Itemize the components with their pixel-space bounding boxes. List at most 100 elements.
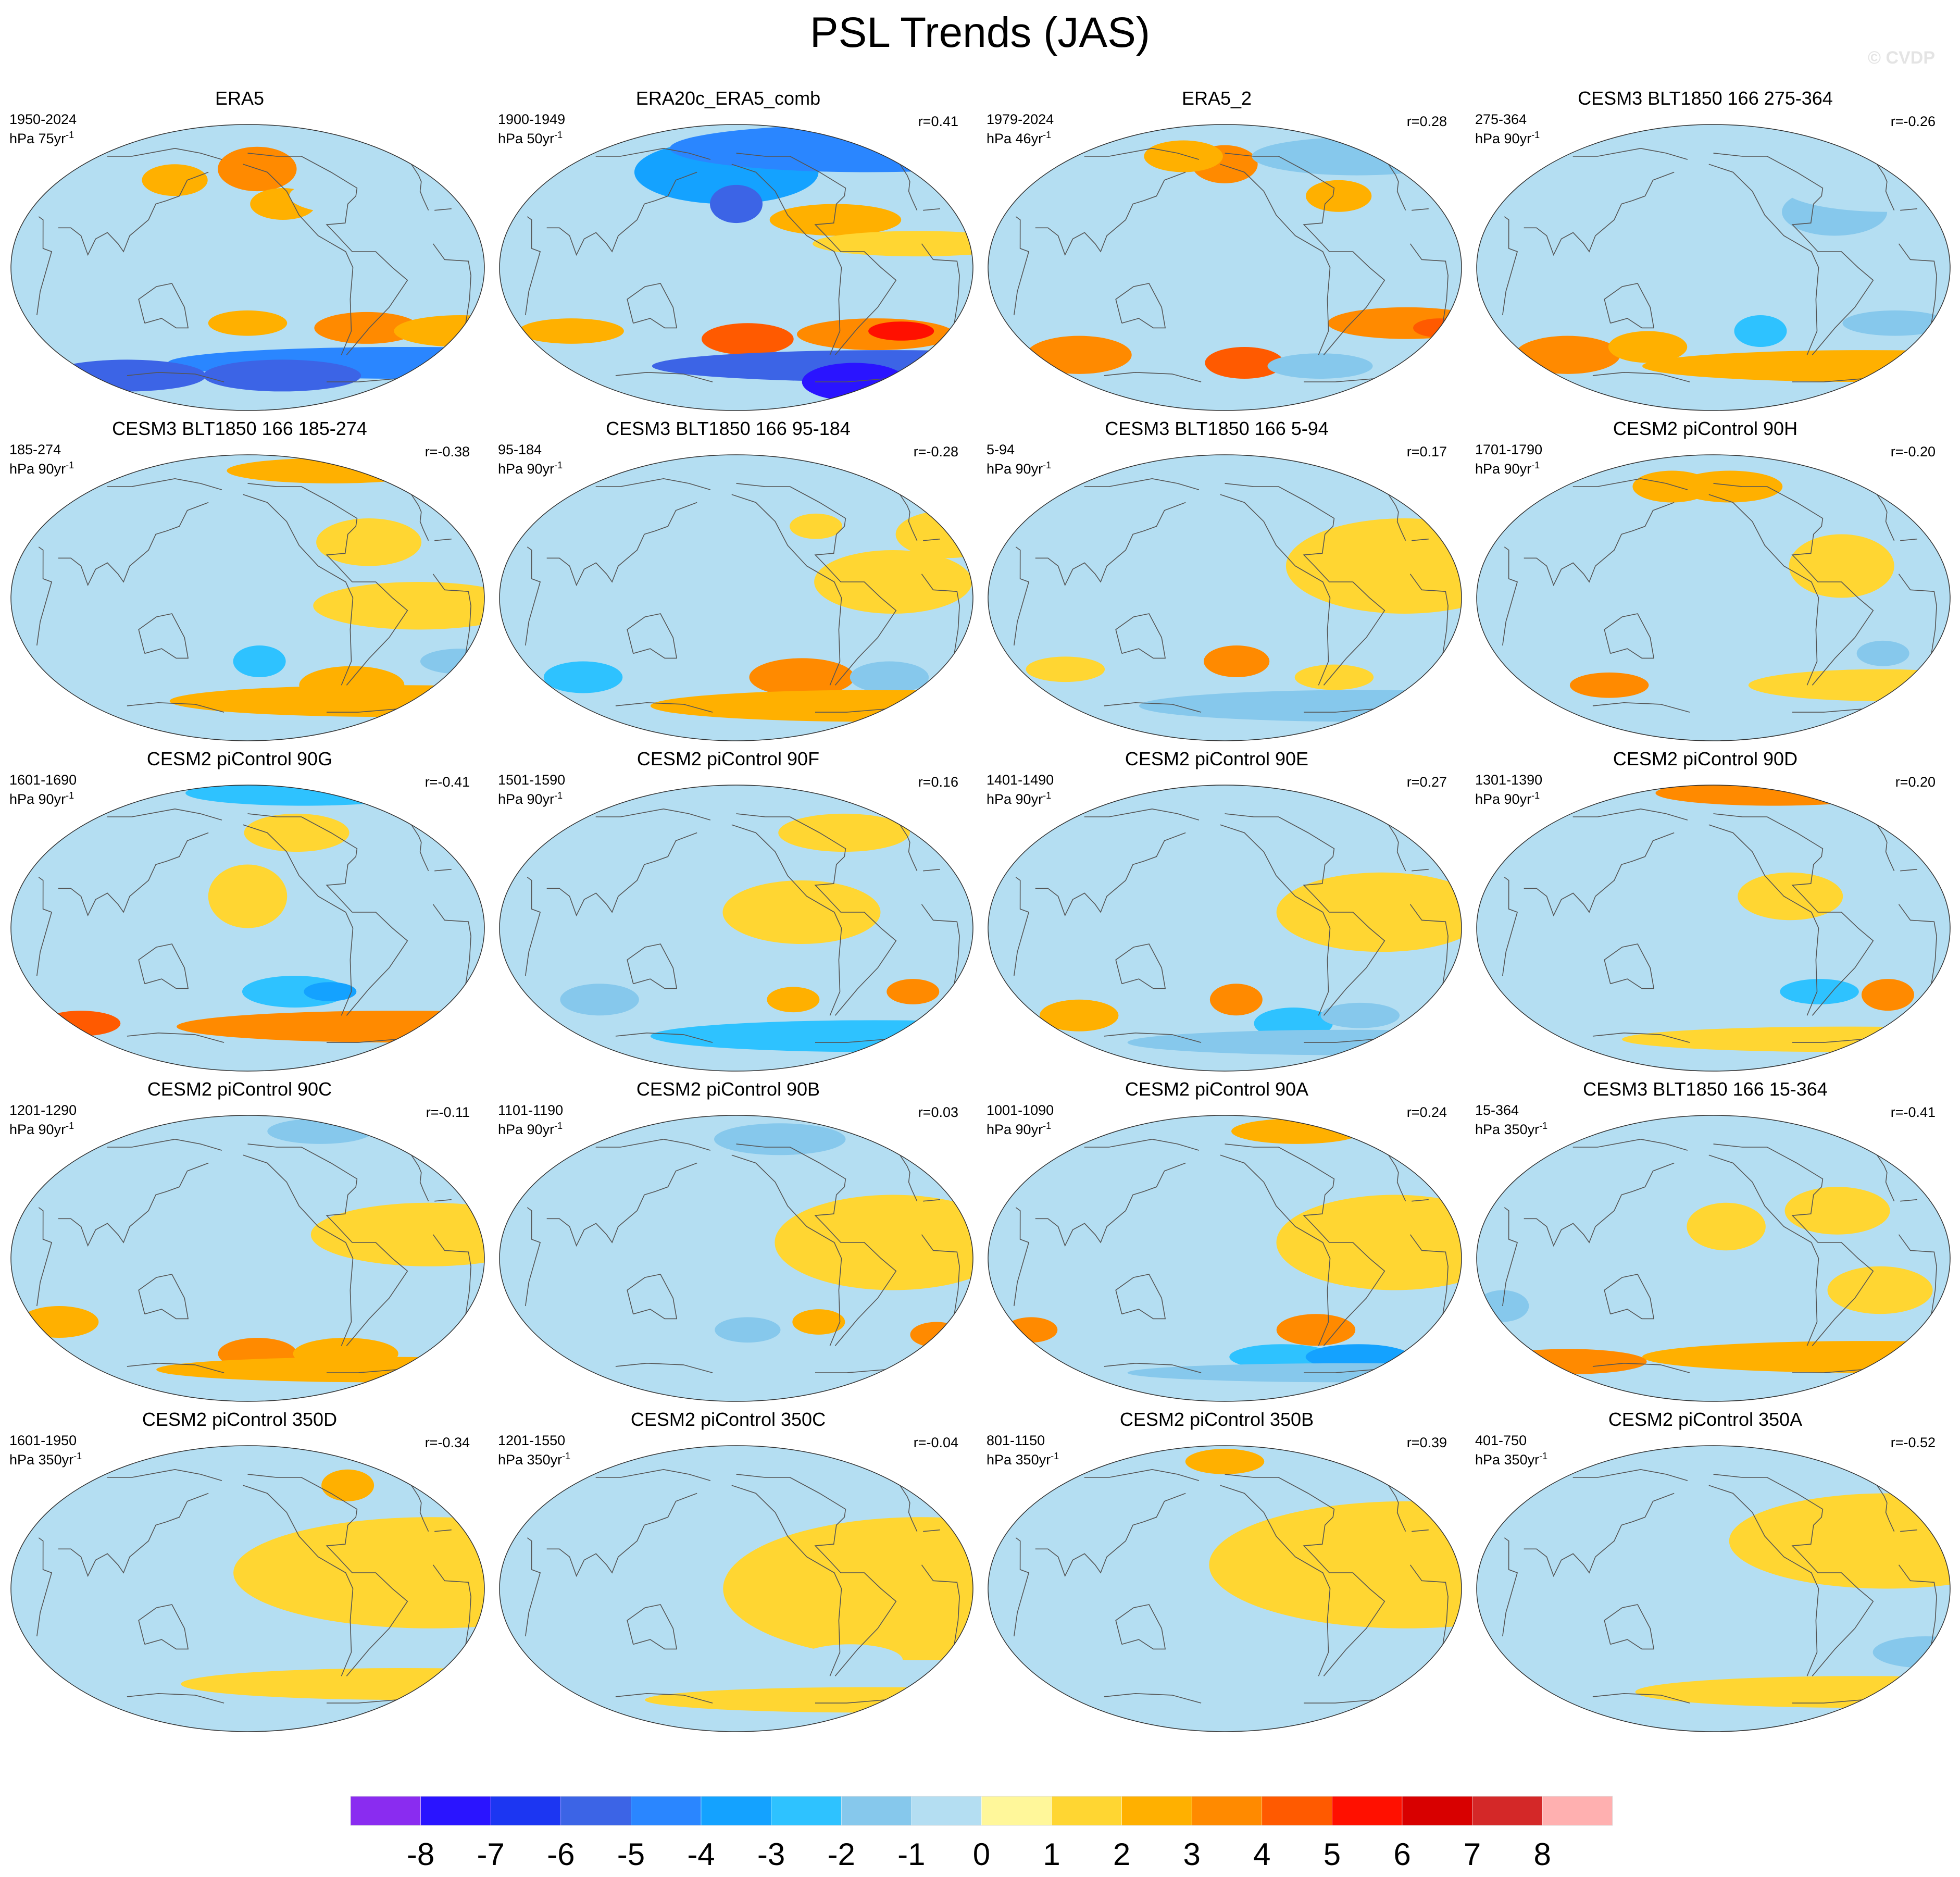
panel-title: ERA5_2 bbox=[1181, 88, 1252, 109]
coastline bbox=[243, 1485, 354, 1676]
trend-blob bbox=[1127, 1029, 1462, 1055]
colorbar-swatch bbox=[1542, 1796, 1613, 1826]
panel-units: hPa 90yr-1 bbox=[987, 1118, 1051, 1137]
map-svg bbox=[499, 124, 973, 411]
coastline bbox=[1713, 1143, 1874, 1346]
panel-units-base: hPa 90yr bbox=[498, 791, 555, 807]
map-panel: CESM3 BLT1850 166 5-94 5-94 hPa 90yr-1 r=0.… bbox=[977, 417, 1462, 741]
trend-blob bbox=[1133, 1687, 1462, 1713]
coastline bbox=[243, 494, 354, 686]
panel-units-base: hPa 90yr bbox=[987, 461, 1043, 477]
map-panel: CESM2 piControl 90G 1601-1690 hPa 90yr-1 r=… bbox=[0, 747, 485, 1072]
trend-blob bbox=[310, 1202, 484, 1266]
map-panel: CESM2 piControl 350A 401-750 hPa 350yr-1 r=… bbox=[1466, 1408, 1951, 1732]
map-panel: CESM2 piControl 90F 1501-1590 hPa 90yr-1 r=… bbox=[489, 747, 973, 1072]
map-svg bbox=[1476, 1115, 1951, 1402]
trend-blob bbox=[233, 1509, 286, 1541]
coastline bbox=[1502, 1199, 1937, 1314]
coastline bbox=[731, 1154, 842, 1346]
coastline bbox=[107, 808, 429, 872]
colorbar-tick-label: 6 bbox=[1393, 1837, 1410, 1870]
map-panel: ERA20c_ERA5_comb 1900-1949 hPa 50yr-1 r=0.4… bbox=[489, 86, 973, 411]
map-outline bbox=[10, 454, 485, 741]
trend-blob bbox=[208, 310, 288, 336]
panel-years: 1501-1590 bbox=[498, 772, 566, 788]
colorbar-tick-label: 7 bbox=[1464, 1837, 1481, 1870]
map-svg bbox=[10, 1115, 485, 1402]
panel-title: CESM2 piControl 350D bbox=[142, 1409, 338, 1430]
coastline bbox=[595, 808, 918, 872]
trend-blob bbox=[1243, 1636, 1349, 1668]
trend-blob bbox=[203, 359, 361, 392]
coastline bbox=[107, 147, 429, 211]
panel-units: hPa 90yr-1 bbox=[1475, 127, 1540, 146]
colorbar-tick-label: -7 bbox=[477, 1837, 505, 1870]
panel-units: hPa 350yr-1 bbox=[1475, 1448, 1547, 1468]
panel-title: CESM3 BLT1850 166 185-274 bbox=[112, 418, 367, 439]
coastline bbox=[247, 1474, 408, 1676]
coastline bbox=[1708, 164, 1819, 355]
coastline bbox=[731, 494, 842, 686]
coastline bbox=[127, 702, 397, 713]
panel-correlation: r=0.17 bbox=[1406, 444, 1447, 459]
trend-blob bbox=[1211, 283, 1264, 315]
panel-units-exponent: -1 bbox=[1043, 790, 1052, 801]
panel-units-base: hPa 350yr bbox=[1475, 1122, 1540, 1137]
panel-units-exponent: -1 bbox=[66, 790, 74, 801]
trend-blob bbox=[1209, 984, 1263, 1016]
colorbar-tick-label: 1 bbox=[1043, 1837, 1060, 1870]
panel-correlation: r=0.28 bbox=[1406, 114, 1447, 129]
coastline bbox=[1604, 283, 1655, 329]
trend-blob bbox=[1842, 310, 1948, 336]
panel-units-exponent: -1 bbox=[1539, 1451, 1548, 1461]
coastline bbox=[1035, 1162, 1186, 1247]
coastline bbox=[36, 538, 471, 654]
trend-blob bbox=[1635, 1676, 1950, 1708]
panel-title: CESM2 piControl 90C bbox=[147, 1078, 332, 1100]
trend-blob bbox=[1642, 350, 1950, 382]
panel-correlation: r=-0.20 bbox=[1890, 444, 1936, 459]
coastline bbox=[1104, 1693, 1374, 1704]
coastline bbox=[615, 1362, 885, 1373]
coastline bbox=[1572, 808, 1895, 872]
panel-years: 1900-1949 bbox=[498, 111, 566, 127]
trend-blob bbox=[169, 685, 484, 717]
map-outline bbox=[1476, 1115, 1951, 1402]
map-svg bbox=[1476, 454, 1951, 741]
panel-units: hPa 90yr-1 bbox=[9, 457, 74, 477]
map-panel: CESM2 piControl 90D 1301-1390 hPa 90yr-1 r=… bbox=[1466, 747, 1951, 1072]
coastline bbox=[615, 702, 885, 713]
trend-blob bbox=[177, 1011, 484, 1043]
coastline bbox=[1713, 153, 1874, 355]
map-panel: CESM2 piControl 90B 1101-1190 hPa 90yr-1 r=… bbox=[489, 1077, 973, 1402]
panel-correlation: r=-0.41 bbox=[1890, 1104, 1936, 1120]
panel-years: 185-274 bbox=[9, 442, 61, 457]
coastline bbox=[1572, 478, 1895, 541]
map-svg bbox=[499, 1115, 973, 1402]
trend-blob bbox=[1642, 1341, 1950, 1373]
coastline bbox=[1104, 1362, 1374, 1373]
coastline bbox=[546, 832, 697, 917]
colorbar-swatch bbox=[1191, 1796, 1263, 1826]
coastline bbox=[595, 1138, 918, 1202]
map-panel: ERA5 1950-2024 hPa 75yr-1 bbox=[0, 86, 485, 411]
colorbar-swatch bbox=[1051, 1796, 1122, 1826]
map-outline bbox=[499, 1115, 973, 1402]
panel-units-exponent: -1 bbox=[554, 460, 563, 470]
coastline bbox=[627, 1274, 678, 1320]
map-outline bbox=[988, 785, 1462, 1072]
colorbar-tick-label: -5 bbox=[617, 1837, 645, 1870]
coastline bbox=[1502, 1529, 1937, 1645]
trend-blob bbox=[1285, 518, 1462, 614]
coastline bbox=[1014, 538, 1449, 654]
map-svg bbox=[10, 124, 485, 411]
trend-blob bbox=[652, 350, 973, 382]
trend-blob bbox=[1632, 470, 1712, 503]
coastline bbox=[1604, 613, 1655, 659]
coastline bbox=[1572, 1138, 1895, 1202]
map-svg bbox=[988, 454, 1462, 741]
panel-units-exponent: -1 bbox=[1043, 130, 1052, 140]
trend-blob bbox=[1734, 315, 1787, 347]
coastline bbox=[1220, 164, 1331, 355]
coastline bbox=[1592, 1362, 1863, 1373]
